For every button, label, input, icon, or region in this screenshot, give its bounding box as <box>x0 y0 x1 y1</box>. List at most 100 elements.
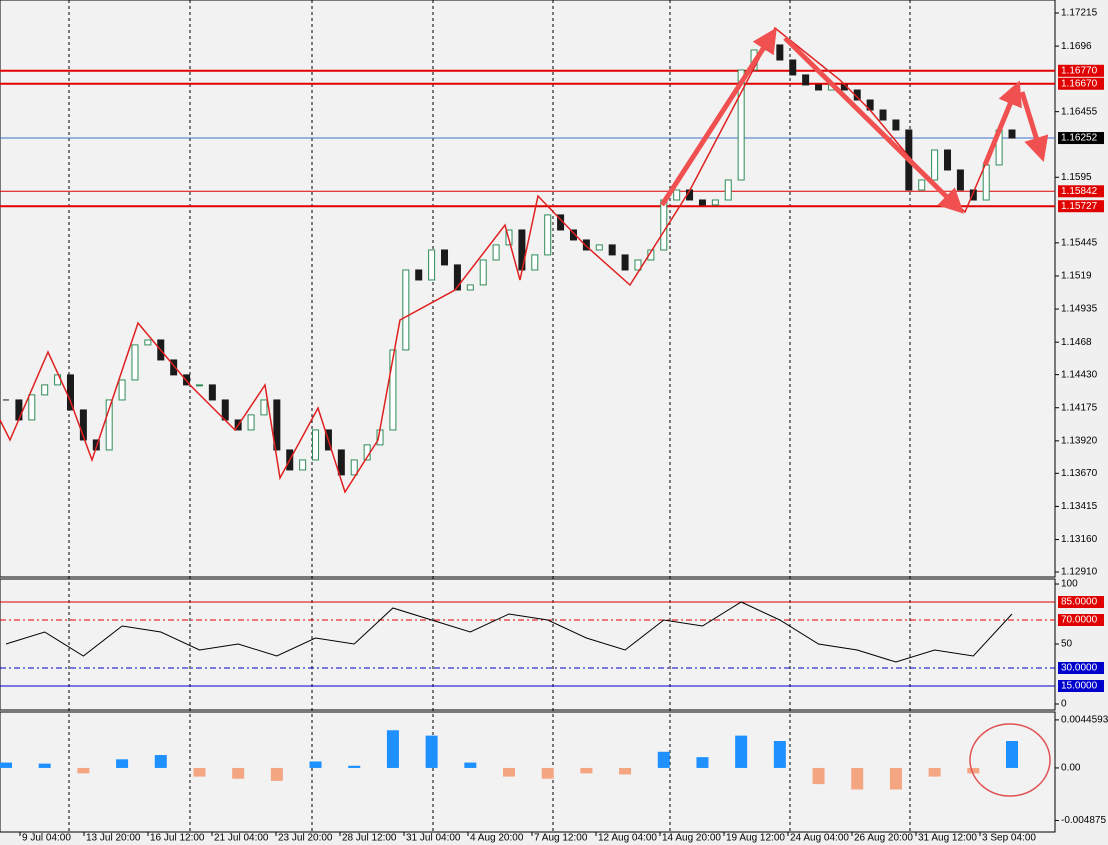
y-tick-label: 1.14430 <box>1061 369 1098 380</box>
candle <box>698 199 706 206</box>
level-label: 1.16252 <box>1061 133 1098 144</box>
candle <box>569 229 577 241</box>
x-tick-label: 12 Aug 04:00 <box>598 833 657 844</box>
candle <box>815 84 823 91</box>
level-box <box>1058 77 1104 90</box>
candle <box>776 44 784 61</box>
level-label: 1.15727 <box>1061 201 1098 212</box>
candle <box>28 394 36 421</box>
price-panel <box>0 0 1056 578</box>
histogram-bar <box>0 762 12 768</box>
level-label: 85.0000 <box>1061 597 1098 608</box>
y-tick-label: 1.13670 <box>1061 468 1098 479</box>
histogram-bar <box>38 763 51 768</box>
histogram-bar <box>773 741 786 768</box>
candle <box>41 384 49 396</box>
candle <box>428 249 436 281</box>
panels <box>0 0 1056 833</box>
y-tick-label: 50 <box>1061 639 1073 650</box>
x-tick-label: 24 Aug 04:00 <box>790 833 849 844</box>
rsi-panel <box>0 578 1056 711</box>
histogram-bar <box>116 759 129 768</box>
level-box <box>1058 596 1104 608</box>
histogram-bar <box>193 767 206 777</box>
candle <box>647 249 655 261</box>
x-tick-label: 7 Aug 12:00 <box>534 833 588 844</box>
y-tick-label: 1.17215 <box>1061 8 1098 19</box>
candle <box>969 189 977 201</box>
level-box <box>1058 680 1104 692</box>
y-tick-label: 1.13160 <box>1061 534 1098 545</box>
candle <box>66 374 74 411</box>
x-tick-label: 3 Sep 04:00 <box>982 833 1036 844</box>
y-tick-label: 0.00 <box>1061 763 1081 774</box>
candle <box>608 244 616 256</box>
y-tick-label: 1.16455 <box>1061 106 1098 117</box>
candle <box>170 359 178 376</box>
candle <box>673 189 681 201</box>
histogram-bar <box>928 767 941 777</box>
histogram-bar <box>657 751 670 768</box>
y-tick-label: 1.1468 <box>1061 337 1092 348</box>
candle <box>247 414 255 431</box>
level-box <box>1058 662 1104 674</box>
y-tick-label: 0 <box>1061 699 1067 710</box>
y-tick-label: 100 <box>1061 579 1078 590</box>
histogram-bar <box>232 767 245 779</box>
candle <box>453 264 461 291</box>
candle <box>299 459 307 471</box>
candle <box>415 269 423 281</box>
x-tick-label: 14 Aug 20:00 <box>662 833 721 844</box>
x-tick-label: 4 Aug 20:00 <box>470 833 524 844</box>
candle <box>531 254 539 271</box>
candle <box>402 269 410 351</box>
candle <box>737 69 745 181</box>
y-tick-label: 1.1519 <box>1061 271 1092 282</box>
candle <box>312 429 320 461</box>
candle <box>195 384 203 387</box>
highlight-circle <box>969 723 1051 797</box>
histogram-bar <box>464 762 477 768</box>
histogram-bar <box>541 767 554 779</box>
candle <box>479 259 487 286</box>
x-tick-label: 9 Jul 04:00 <box>22 833 71 844</box>
histogram-bar <box>309 761 322 768</box>
level-label: 1.16670 <box>1061 78 1098 89</box>
candle <box>131 344 139 381</box>
candle <box>879 109 887 121</box>
candle <box>595 244 603 251</box>
candle <box>492 244 500 261</box>
candle <box>931 149 939 181</box>
level-box <box>1058 200 1104 213</box>
level-label: 1.16770 <box>1061 65 1098 76</box>
level-box <box>1058 64 1104 77</box>
y-tick-label: 1.13920 <box>1061 435 1098 446</box>
candle <box>660 199 668 251</box>
y-tick-label: 1.1595 <box>1061 172 1092 183</box>
y-tick-label: 1.14175 <box>1061 402 1098 413</box>
candle <box>944 149 952 171</box>
candle <box>15 399 23 421</box>
histogram-bar <box>967 767 980 774</box>
candle <box>789 59 797 76</box>
histogram-bar <box>889 767 902 790</box>
level-label: 15.0000 <box>1061 681 1098 692</box>
candle <box>118 379 126 401</box>
level-label: 1.15842 <box>1061 186 1098 197</box>
candle <box>350 459 358 476</box>
candle <box>918 179 926 191</box>
candle <box>892 119 900 131</box>
y-tick-label: 1.12910 <box>1061 567 1098 578</box>
candle <box>544 214 552 256</box>
candle <box>208 384 216 401</box>
candle <box>711 199 719 206</box>
candle <box>634 259 642 271</box>
x-tick-label: 26 Aug 20:00 <box>854 833 913 844</box>
y-tick-label: 1.14935 <box>1061 304 1098 315</box>
candle <box>221 399 229 421</box>
candle <box>441 249 449 266</box>
x-tick-label: 28 Jul 12:00 <box>342 833 397 844</box>
candle <box>273 399 281 451</box>
histogram-bar <box>1006 741 1018 768</box>
